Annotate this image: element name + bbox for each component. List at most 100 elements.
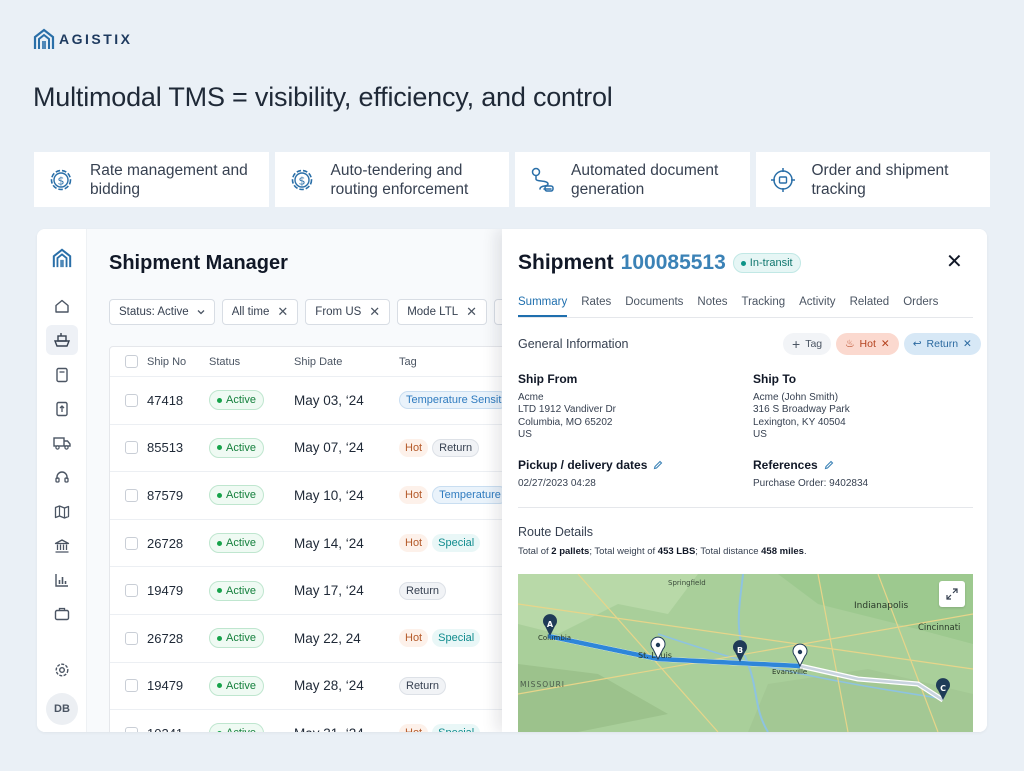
- headset-icon: [55, 471, 69, 483]
- table-row[interactable]: 47418 Active May 03, ‘24 Temperature Sensit: [110, 377, 518, 425]
- references: References Purchase Order: 9402834: [753, 459, 868, 490]
- row-checkbox[interactable]: [125, 536, 138, 550]
- row-checkbox[interactable]: [125, 393, 138, 407]
- route-text: ; Total distance: [695, 546, 762, 557]
- gear-dollar-icon: $: [291, 169, 312, 190]
- route-map[interactable]: Springfield Indianapolis Columbia St. Lo…: [518, 574, 973, 732]
- row-checkbox[interactable]: [125, 726, 138, 732]
- map-marker-b[interactable]: B: [733, 640, 747, 662]
- pencil-icon[interactable]: [824, 460, 834, 470]
- select-all-checkbox[interactable]: [125, 355, 138, 368]
- map-marker-waypoint[interactable]: [650, 636, 666, 661]
- status-label: Active: [226, 441, 256, 454]
- tab-documents[interactable]: Documents: [625, 296, 684, 308]
- sidebar-item-uploads[interactable]: [46, 394, 78, 424]
- pencil-icon[interactable]: [653, 460, 663, 470]
- filter-time[interactable]: All time ✕: [221, 299, 299, 325]
- address-line: Lexington, KY 40504: [753, 416, 846, 428]
- table-row[interactable]: 85513 Active May 07, ‘24 Hot Return: [110, 425, 518, 473]
- sidebar-item-finance[interactable]: [46, 531, 78, 561]
- tag-hot[interactable]: ♨ Hot ✕: [836, 333, 899, 355]
- references-value: Purchase Order: 9402834: [753, 477, 869, 489]
- document-icon: [56, 367, 68, 383]
- map-label-indianapolis: Indianapolis: [854, 601, 909, 611]
- sidebar: DB: [37, 229, 87, 732]
- tag-return[interactable]: ↩ Return ✕: [903, 333, 981, 355]
- ship-no: 10241: [147, 726, 209, 732]
- sidebar-item-settings[interactable]: [46, 655, 78, 685]
- tab-rates[interactable]: Rates: [581, 296, 612, 308]
- row-checkbox[interactable]: [125, 584, 138, 598]
- map-marker-c[interactable]: C: [936, 678, 950, 700]
- sidebar-item-shipments[interactable]: [46, 325, 78, 355]
- tracking-target-icon: [770, 167, 795, 192]
- gear-dollar-icon: $: [50, 169, 72, 190]
- ship-date: May 17, ‘24: [294, 583, 364, 599]
- table-row[interactable]: 26728 Active May 22, 24 Hot Special: [110, 615, 518, 663]
- filter-mode[interactable]: Mode LTL ✕: [397, 299, 488, 325]
- close-icon[interactable]: ✕: [277, 304, 289, 319]
- map-label-st-louis: St. Louis: [638, 651, 672, 660]
- sidebar-item-reports[interactable]: [46, 565, 78, 595]
- map-marker-waypoint[interactable]: [792, 643, 808, 668]
- tab-notes[interactable]: Notes: [697, 296, 728, 308]
- close-icon[interactable]: ✕: [466, 304, 478, 319]
- tag-badge: Return: [399, 581, 447, 600]
- general-info-heading: General Information: [518, 337, 629, 351]
- tab-summary[interactable]: Summary: [518, 296, 568, 317]
- map-marker-a[interactable]: A: [543, 614, 557, 636]
- close-icon[interactable]: ✕: [963, 338, 972, 350]
- table-row[interactable]: 19479 Active May 28, ‘24 Return: [110, 663, 518, 711]
- column-ship-no[interactable]: Ship No: [147, 355, 187, 368]
- table-row[interactable]: 26728 Active May 14, ‘24 Hot Special: [110, 520, 518, 568]
- tag-badge: Temperature Sensit: [399, 391, 509, 410]
- filter-status[interactable]: Status: Active: [109, 299, 215, 325]
- ship-no: 26728: [147, 630, 184, 646]
- sidebar-logo[interactable]: [46, 243, 78, 273]
- table-row[interactable]: 19479 Active May 17, ‘24 Return: [110, 567, 518, 615]
- tag-badge: Return: [399, 676, 447, 695]
- sidebar-item-documents[interactable]: [46, 360, 78, 390]
- row-tags: Return: [399, 676, 447, 695]
- tab-orders[interactable]: Orders: [903, 296, 939, 308]
- ship-from: Ship From Acme LTD 1912 Vandiver Dr Colu…: [518, 373, 616, 442]
- row-checkbox[interactable]: [125, 441, 138, 455]
- close-icon[interactable]: ✕: [946, 251, 963, 273]
- close-icon[interactable]: ✕: [369, 304, 381, 319]
- add-tag-button[interactable]: + Tag: [783, 333, 832, 355]
- home-icon: [55, 299, 69, 313]
- status-label: Active: [226, 632, 256, 645]
- column-ship-date[interactable]: Ship Date: [294, 355, 343, 368]
- feature-document-generation: Automated document generation: [515, 152, 750, 207]
- row-checkbox[interactable]: [125, 488, 138, 502]
- tab-activity[interactable]: Activity: [799, 296, 836, 308]
- chart-icon: [55, 574, 68, 587]
- column-tag[interactable]: Tag: [399, 355, 417, 368]
- sidebar-item-briefcase[interactable]: [46, 599, 78, 629]
- tag-badge: Special: [432, 724, 481, 732]
- sidebar-item-maps[interactable]: [46, 497, 78, 527]
- table-row[interactable]: 87579 Active May 10, ‘24 Hot Temperature: [110, 472, 518, 520]
- tab-tracking[interactable]: Tracking: [741, 296, 786, 308]
- chevron-down-icon: [197, 310, 205, 315]
- status-label: Active: [226, 679, 256, 692]
- tab-related[interactable]: Related: [849, 296, 890, 308]
- map-expand-button[interactable]: [939, 581, 965, 607]
- tag-badge: Hot: [399, 486, 429, 505]
- column-status[interactable]: Status: [209, 355, 241, 368]
- ship-to: Ship To Acme (John Smith) 316 S Broadway…: [753, 373, 850, 442]
- filter-origin[interactable]: From US ✕: [305, 299, 391, 325]
- sidebar-item-support[interactable]: [46, 462, 78, 492]
- route-summary: Total of 2 pallets; Total weight of 453 …: [518, 546, 807, 557]
- close-icon[interactable]: ✕: [880, 338, 890, 350]
- row-checkbox[interactable]: [125, 679, 138, 693]
- settings-icon: [55, 663, 69, 677]
- sidebar-item-carriers[interactable]: [46, 428, 78, 458]
- sidebar-item-home[interactable]: [46, 291, 78, 321]
- ship-no: 19479: [147, 678, 184, 694]
- route-text: .: [803, 546, 807, 557]
- row-checkbox[interactable]: [125, 631, 138, 645]
- avatar[interactable]: DB: [46, 693, 78, 725]
